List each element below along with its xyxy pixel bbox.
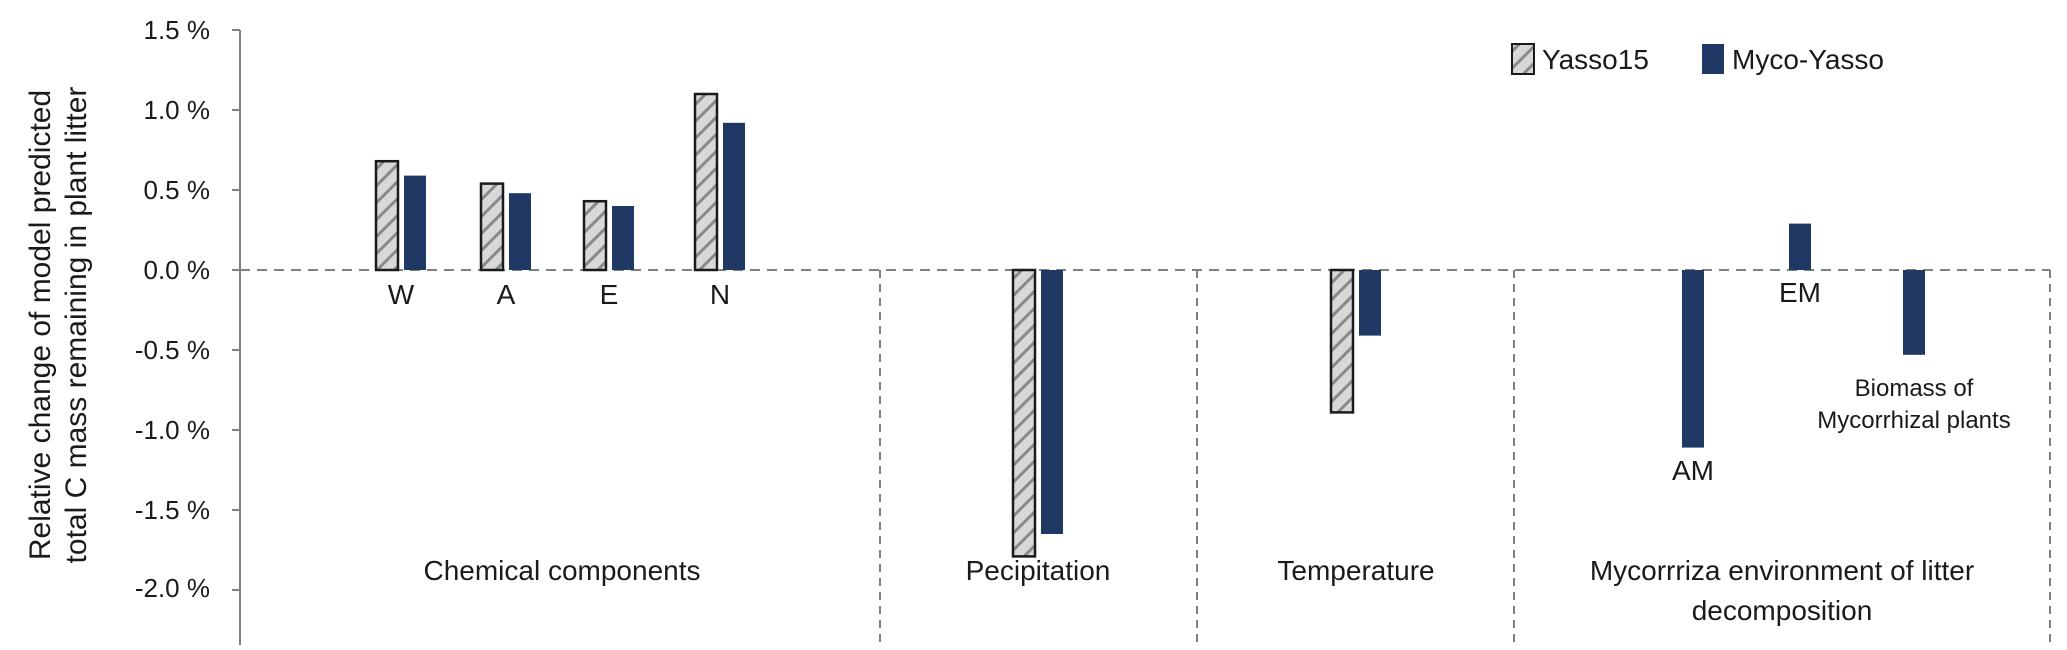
y-tick-label: -0.5 %	[135, 335, 210, 365]
group-labels: Chemical components Pecipitation Tempera…	[423, 555, 1974, 626]
bar-myco-yasso	[1903, 270, 1925, 355]
bar-myco-yasso	[1041, 270, 1063, 534]
category-label-am: AM	[1672, 455, 1714, 486]
legend-swatch-myco-yasso	[1702, 44, 1724, 74]
y-tick-label: -1.5 %	[135, 495, 210, 525]
bar-myco-yasso	[1789, 223, 1811, 270]
bar-yasso15	[1329, 268, 1355, 414]
y-tick-label: 1.0 %	[144, 95, 211, 125]
y-tick-labels: 1.5 % 1.0 % 0.5 % 0.0 % -0.5 % -1.0 % -1…	[135, 15, 210, 603]
legend-swatch-yasso15	[1511, 43, 1535, 75]
bar-yasso15	[582, 199, 608, 272]
category-label-w: W	[388, 279, 415, 310]
legend-label-yasso15: Yasso15	[1542, 44, 1649, 75]
y-tick-label: -2.0 %	[135, 573, 210, 603]
y-tick-label: 0.0 %	[144, 255, 211, 285]
group-label-temperature: Temperature	[1277, 555, 1434, 586]
bar-myco-yasso	[1359, 270, 1381, 336]
bar-yasso15	[693, 92, 719, 272]
category-label-a: A	[497, 279, 516, 310]
legend-label-myco-yasso: Myco-Yasso	[1732, 44, 1884, 75]
category-labels: W A E N AM EM Biomass of Mycorrhizal plan…	[388, 277, 2011, 486]
y-axis-label-line-2: total C mass remaining in plant litter	[60, 87, 93, 564]
bar-yasso15	[374, 159, 400, 272]
category-label-biomass: Biomass of Mycorrhizal plants	[1817, 375, 2010, 434]
legend: Yasso15 Myco-Yasso	[1511, 43, 1884, 75]
category-label-n: N	[710, 279, 730, 310]
y-tick-label: 1.5 %	[144, 15, 211, 45]
bar-myco-yasso	[612, 206, 634, 270]
y-tick-label: -1.0 %	[135, 415, 210, 445]
category-label-e: E	[600, 279, 619, 310]
bar-yasso15	[479, 182, 505, 272]
bar-myco-yasso	[1682, 270, 1704, 448]
y-axis-label-line-1: Relative change of model predicted	[24, 90, 57, 560]
group-label-mycorrhiza: Mycorrriza environment of litter decompos…	[1590, 555, 1974, 626]
category-label-em: EM	[1779, 277, 1821, 308]
group-label-chemical: Chemical components	[423, 555, 700, 586]
bars	[374, 92, 1925, 558]
group-label-precipitation: Pecipitation	[966, 555, 1111, 586]
bar-myco-yasso	[723, 122, 745, 270]
bar-yasso15	[1011, 268, 1037, 558]
bar-myco-yasso	[404, 175, 426, 270]
y-tick-label: 0.5 %	[144, 175, 211, 205]
axes	[232, 29, 2051, 645]
bar-myco-yasso	[509, 193, 531, 270]
